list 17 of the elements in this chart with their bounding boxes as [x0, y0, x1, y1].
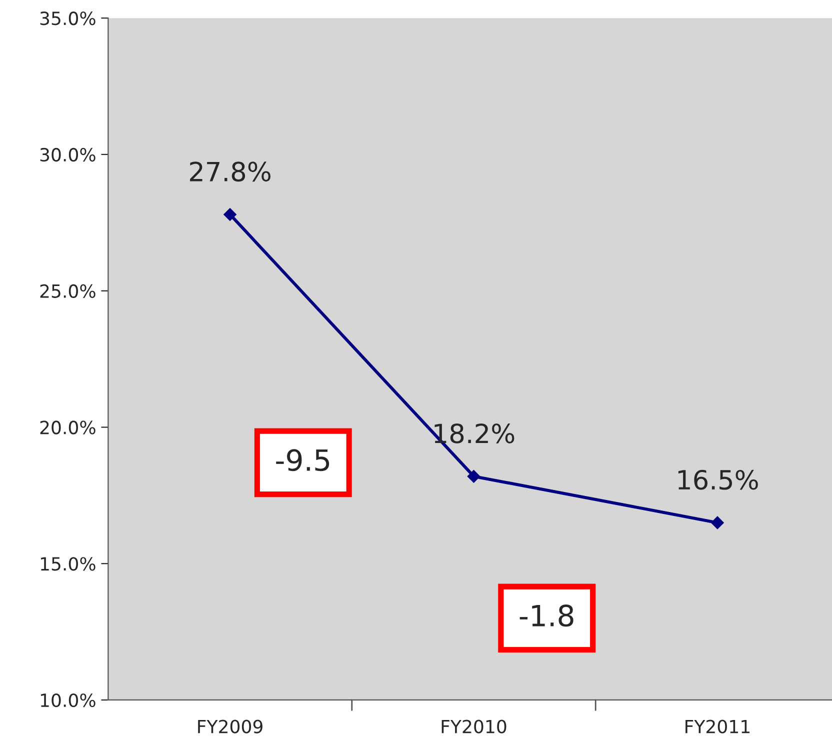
- data-label: 27.8%: [190, 162, 270, 182]
- x-tick-label: FY2010: [442, 720, 506, 734]
- annotation: -9.5: [276, 449, 330, 472]
- y-tick-label: 35.0%: [40, 12, 96, 26]
- x-tick-label: FY2009: [198, 720, 262, 734]
- point: [711, 516, 724, 530]
- y-tick-label: 10.0%: [40, 693, 96, 708]
- y-tick-label: 20.0%: [40, 420, 96, 434]
- data-label: 16.5%: [678, 470, 758, 490]
- y-tick-label: 25.0%: [40, 284, 96, 298]
- data-label: 18.2%: [434, 423, 514, 444]
- annotation: -1.8: [520, 604, 574, 627]
- y-tick-label: 30.0%: [40, 148, 96, 162]
- x-tick-label: FY2011: [686, 720, 750, 734]
- y-tick-label: 15.0%: [40, 557, 96, 571]
- point: [467, 470, 480, 483]
- point: [224, 208, 236, 221]
